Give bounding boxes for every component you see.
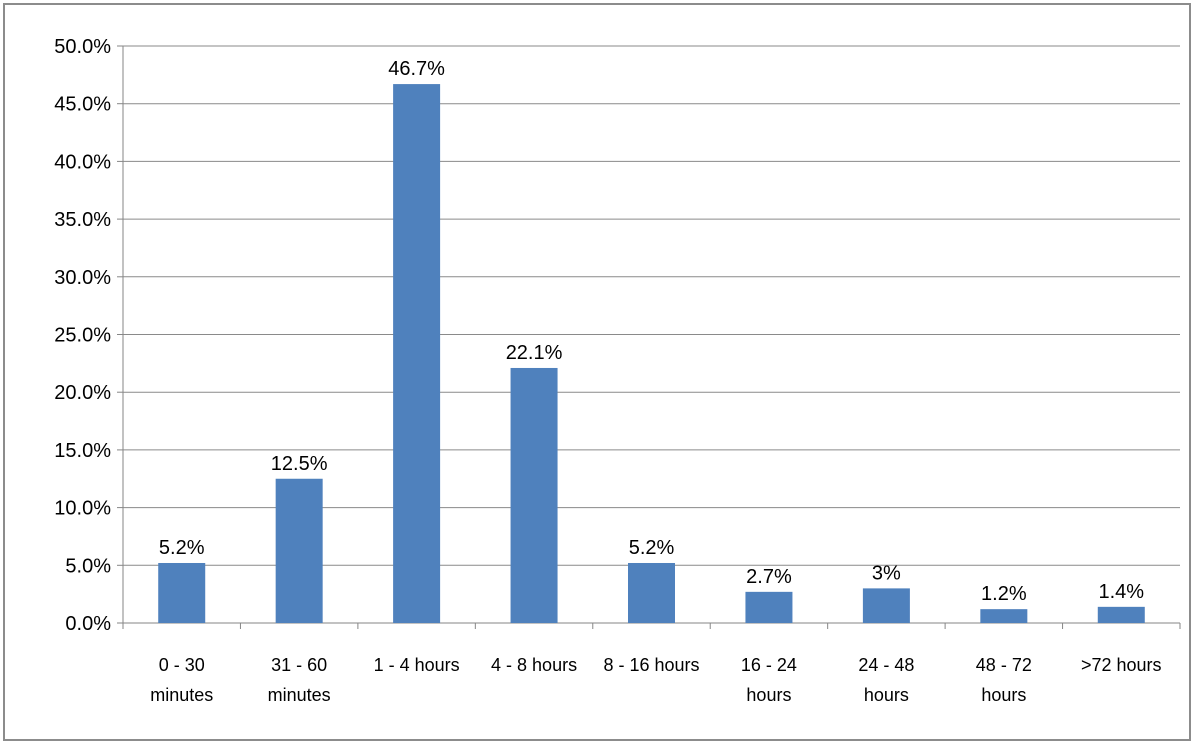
x-category-label: hours bbox=[981, 685, 1026, 705]
data-label: 22.1% bbox=[506, 342, 563, 364]
x-category-label: 4 - 8 hours bbox=[491, 655, 577, 675]
x-category-label: 24 - 48 bbox=[858, 655, 914, 675]
bar bbox=[510, 367, 558, 623]
y-tick-label: 40.0% bbox=[54, 151, 111, 173]
y-tick-label: 5.0% bbox=[65, 555, 111, 577]
data-label: 1.2% bbox=[981, 583, 1027, 605]
data-labels: 5.2% 12.5% 46.7% 22.1% 5.2% 2.7% 3% 1.2% 1.4% bbox=[159, 58, 1144, 605]
x-axis: 0 - 30 minutes 31 - 60 minutes 1 - 4 hours 4 … bbox=[122, 623, 1181, 705]
y-tick-label: 35.0% bbox=[54, 209, 111, 231]
x-category-label: 16 - 24 bbox=[741, 655, 797, 675]
x-category-label: >72 hours bbox=[1081, 655, 1162, 675]
x-category-label: hours bbox=[864, 685, 909, 705]
data-label: 5.2% bbox=[629, 537, 675, 559]
bar bbox=[1097, 606, 1145, 623]
bars bbox=[158, 84, 1145, 623]
x-category-label: 1 - 4 hours bbox=[374, 655, 460, 675]
bar bbox=[275, 478, 323, 623]
x-category-label: hours bbox=[746, 685, 791, 705]
x-category-label: minutes bbox=[268, 685, 331, 705]
data-label: 46.7% bbox=[388, 58, 445, 80]
y-tick-label: 0.0% bbox=[65, 613, 111, 635]
y-tick-label: 20.0% bbox=[54, 382, 111, 404]
data-label: 12.5% bbox=[271, 453, 328, 475]
bar bbox=[158, 562, 206, 623]
bar bbox=[628, 562, 675, 623]
y-tick-label: 45.0% bbox=[54, 94, 111, 116]
bar bbox=[980, 609, 1028, 623]
y-tick-label: 50.0% bbox=[54, 36, 111, 58]
data-label: 2.7% bbox=[746, 566, 792, 588]
x-category-label: 8 - 16 hours bbox=[603, 655, 699, 675]
x-category-label: 48 - 72 bbox=[976, 655, 1032, 675]
bar bbox=[862, 588, 910, 623]
bar bbox=[745, 591, 793, 623]
bar bbox=[393, 84, 441, 623]
x-category-label: minutes bbox=[150, 685, 213, 705]
data-label: 1.4% bbox=[1098, 581, 1144, 603]
x-category-label: 0 - 30 bbox=[159, 655, 205, 675]
y-tick-label: 25.0% bbox=[54, 325, 111, 347]
x-category-label: 31 - 60 bbox=[271, 655, 327, 675]
y-tick-label: 15.0% bbox=[54, 440, 111, 462]
data-label: 3% bbox=[872, 562, 901, 584]
y-axis: 0.0% 5.0% 10.0% 15.0% 20.0% 25.0% 30.0% 35.0% 40… bbox=[54, 36, 124, 635]
data-label: 5.2% bbox=[159, 537, 205, 559]
y-tick-label: 10.0% bbox=[54, 498, 111, 520]
y-tick-label: 30.0% bbox=[54, 267, 111, 289]
